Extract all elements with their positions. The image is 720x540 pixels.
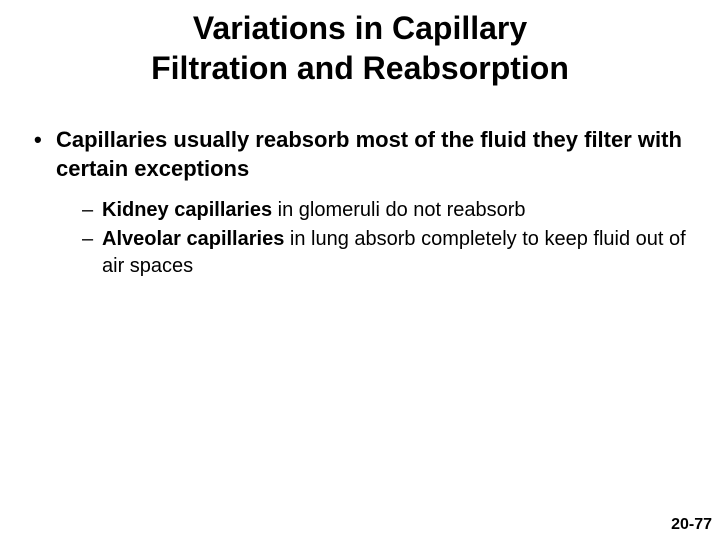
title-line-2: Filtration and Reabsorption xyxy=(151,50,569,86)
slide-content: Capillaries usually reabsorb most of the… xyxy=(0,108,720,280)
main-bullet-text: Capillaries usually reabsorb most of the… xyxy=(56,127,682,181)
sub-bullet-item: Kidney capillaries in glomeruli do not r… xyxy=(82,197,690,224)
slide-title: Variations in Capillary Filtration and R… xyxy=(0,0,720,108)
sub-bullet-bold: Kidney capillaries xyxy=(102,199,272,221)
title-line-1: Variations in Capillary xyxy=(193,10,527,46)
sub-bullet-item: Alveolar capillaries in lung absorb comp… xyxy=(82,226,690,280)
main-bullet: Capillaries usually reabsorb most of the… xyxy=(30,126,690,183)
page-number: 20-77 xyxy=(671,516,712,534)
page-number-text: 20-77 xyxy=(671,516,712,533)
sub-bullet-list: Kidney capillaries in glomeruli do not r… xyxy=(30,197,690,280)
sub-bullet-bold: Alveolar capillaries xyxy=(102,228,284,250)
sub-bullet-rest: in glomeruli do not reabsorb xyxy=(272,199,525,221)
